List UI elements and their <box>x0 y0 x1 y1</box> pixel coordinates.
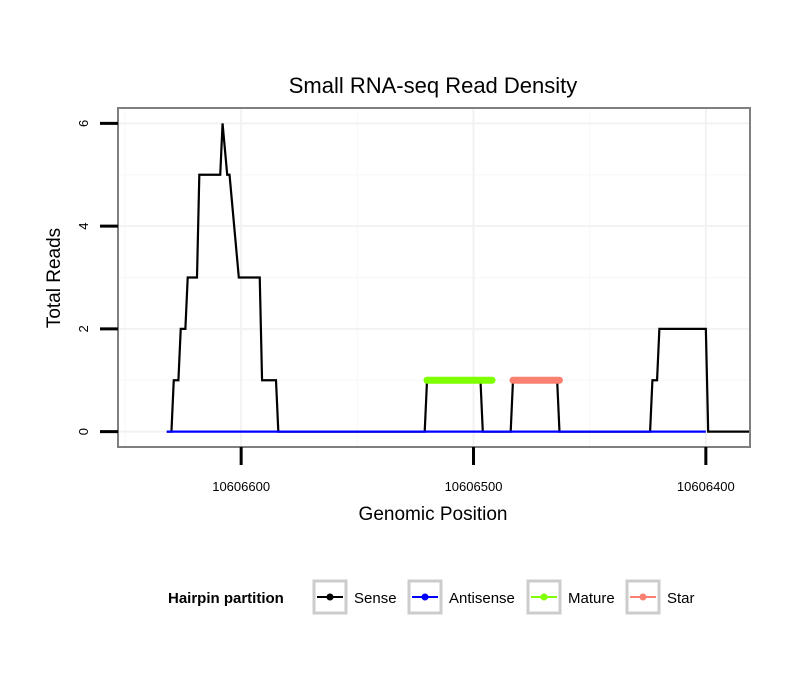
x-axis: 10606600 10606500 10606400 <box>212 447 735 494</box>
legend-title: Hairpin partition <box>168 590 284 607</box>
y-tick-label: 0 <box>76 428 91 435</box>
x-tick-label: 10606400 <box>677 479 735 494</box>
legend-key-point <box>326 593 334 601</box>
x-tick-label: 10606600 <box>212 479 270 494</box>
legend-label-antisense: Antisense <box>449 590 515 607</box>
legend-key-point <box>639 593 647 601</box>
legend-key-point <box>540 593 548 601</box>
legend-label-sense: Sense <box>354 590 397 607</box>
y-axis: 0 2 4 6 <box>76 120 118 435</box>
legend-key-point <box>421 593 429 601</box>
series-layer <box>166 123 750 433</box>
chart-title: Small RNA-seq Read Density <box>289 73 578 98</box>
y-tick-label: 6 <box>76 120 91 127</box>
x-tick-label: 10606500 <box>445 479 503 494</box>
y-tick-label: 2 <box>76 325 91 332</box>
plot-border <box>117 107 751 448</box>
x-axis-title: Genomic Position <box>359 504 508 525</box>
series-line-sense <box>166 123 750 433</box>
y-axis-title: Total Reads <box>44 228 65 328</box>
legend-label-mature: Mature <box>568 590 615 607</box>
y-tick-label: 4 <box>76 223 91 230</box>
legend-label-star: Star <box>667 590 695 607</box>
legend: Hairpin partition Sense Antisense Mature St… <box>168 579 695 615</box>
